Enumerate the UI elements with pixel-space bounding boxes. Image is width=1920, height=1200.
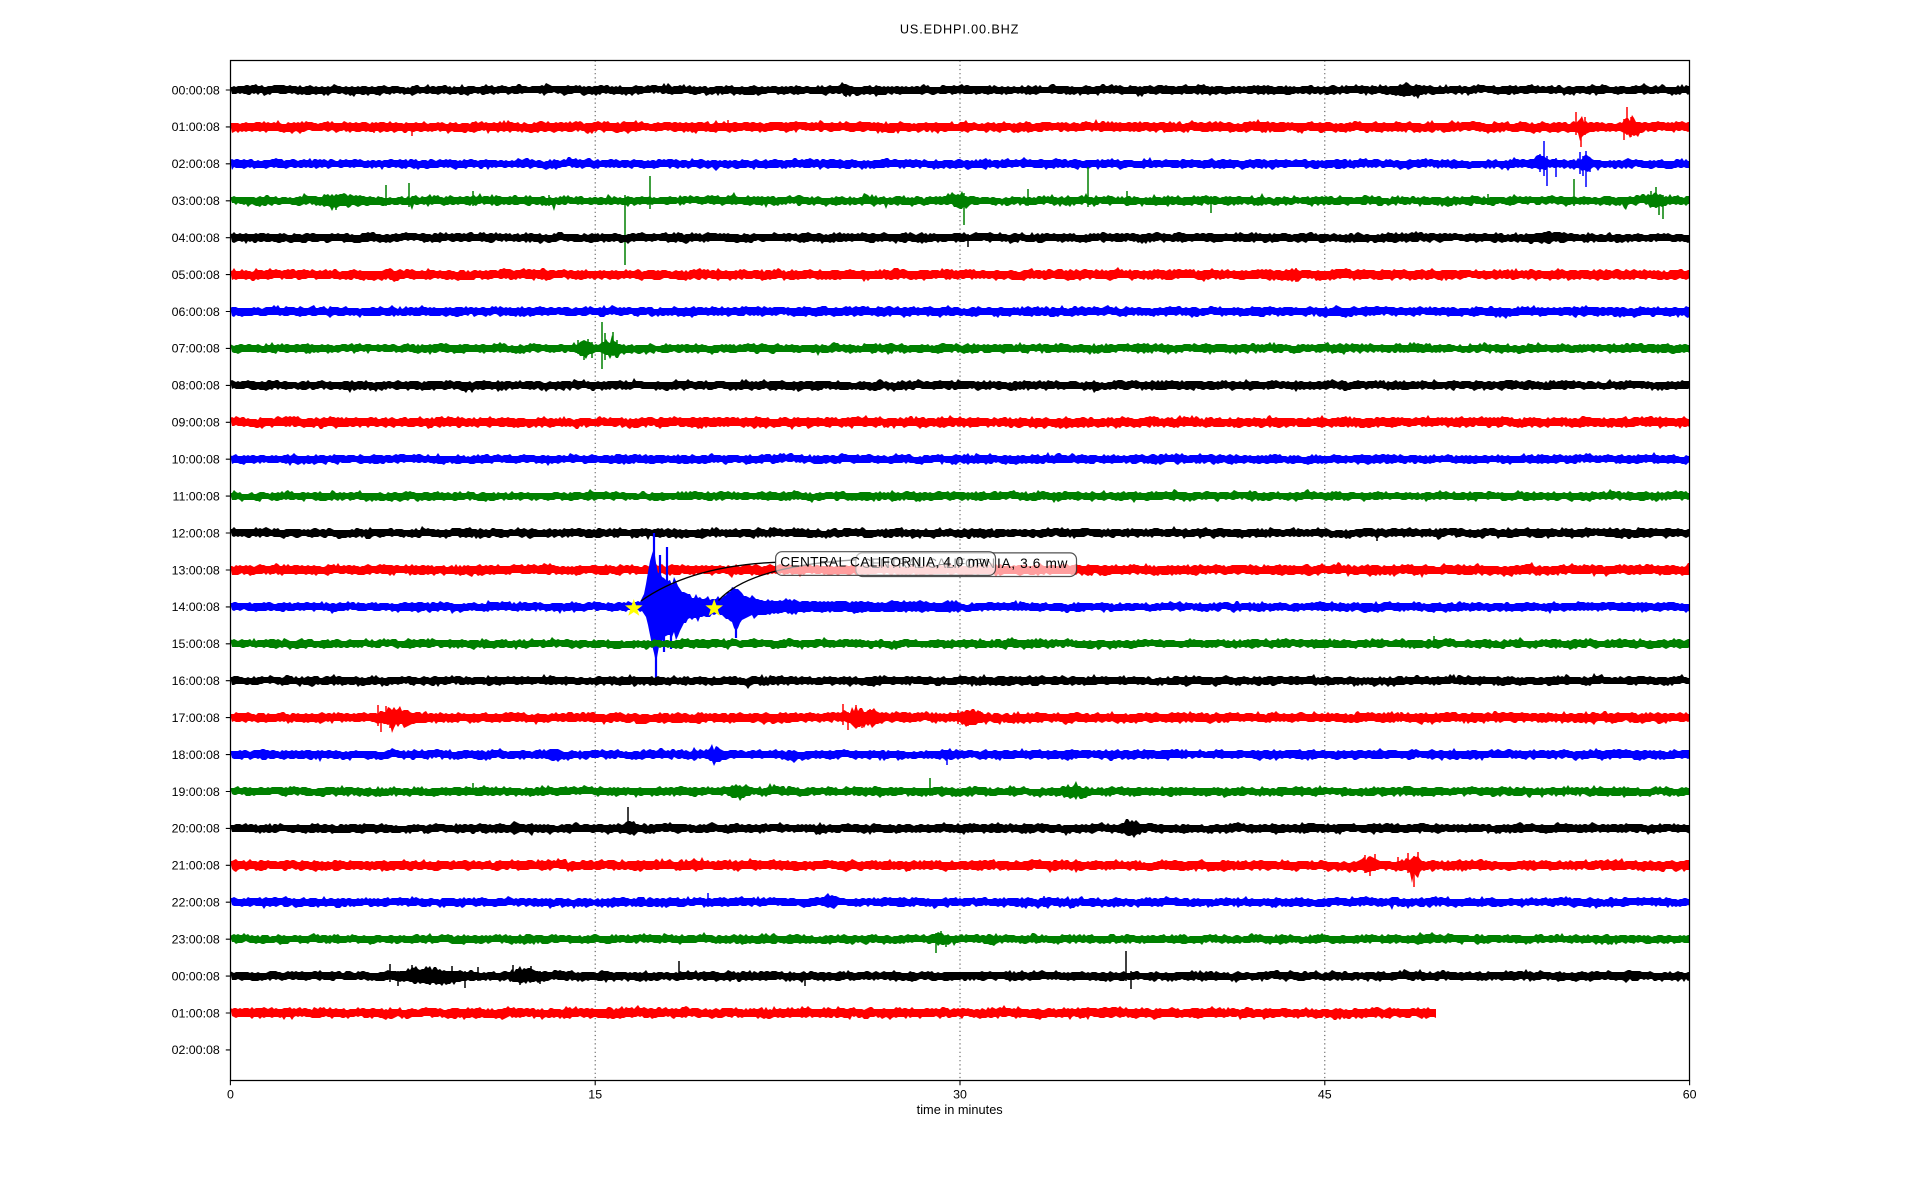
svg-text:19:00:08: 19:00:08 [172,785,220,799]
svg-text:30: 30 [953,1088,967,1102]
svg-text:12:00:08: 12:00:08 [172,526,220,540]
svg-text:00:00:08: 00:00:08 [172,83,220,97]
svg-text:0: 0 [227,1088,234,1102]
svg-text:16:00:08: 16:00:08 [172,674,220,688]
svg-text:02:00:08: 02:00:08 [172,1043,220,1057]
svg-text:CENTRAL CALIFORNIA, 4.0 mw: CENTRAL CALIFORNIA, 4.0 mw [780,555,989,570]
svg-text:time in minutes: time in minutes [917,1102,1003,1117]
svg-text:05:00:08: 05:00:08 [172,268,220,282]
svg-text:60: 60 [1683,1088,1697,1102]
svg-text:01:00:08: 01:00:08 [172,1006,220,1020]
svg-text:07:00:08: 07:00:08 [172,342,220,356]
svg-text:10:00:08: 10:00:08 [172,453,220,467]
svg-text:45: 45 [1318,1088,1332,1102]
svg-text:US.EDHPI.00.BHZ: US.EDHPI.00.BHZ [900,23,1019,37]
svg-text:03:00:08: 03:00:08 [172,194,220,208]
svg-text:04:00:08: 04:00:08 [172,231,220,245]
svg-text:06:00:08: 06:00:08 [172,305,220,319]
svg-text:14:00:08: 14:00:08 [172,600,220,614]
svg-text:IA, 3.6 mw: IA, 3.6 mw [997,556,1068,571]
svg-text:22:00:08: 22:00:08 [172,896,220,910]
svg-text:01:00:08: 01:00:08 [172,120,220,134]
svg-text:09:00:08: 09:00:08 [172,416,220,430]
svg-text:23:00:08: 23:00:08 [172,933,220,947]
svg-text:17:00:08: 17:00:08 [172,711,220,725]
svg-text:11:00:08: 11:00:08 [172,489,219,503]
svg-text:20:00:08: 20:00:08 [172,822,220,836]
svg-text:02:00:08: 02:00:08 [172,157,220,171]
svg-text:18:00:08: 18:00:08 [172,748,220,762]
svg-text:13:00:08: 13:00:08 [172,563,220,577]
svg-text:21:00:08: 21:00:08 [172,859,220,873]
svg-text:15: 15 [588,1088,602,1102]
svg-text:15:00:08: 15:00:08 [172,637,220,651]
svg-text:08:00:08: 08:00:08 [172,379,220,393]
svg-text:00:00:08: 00:00:08 [172,969,220,983]
